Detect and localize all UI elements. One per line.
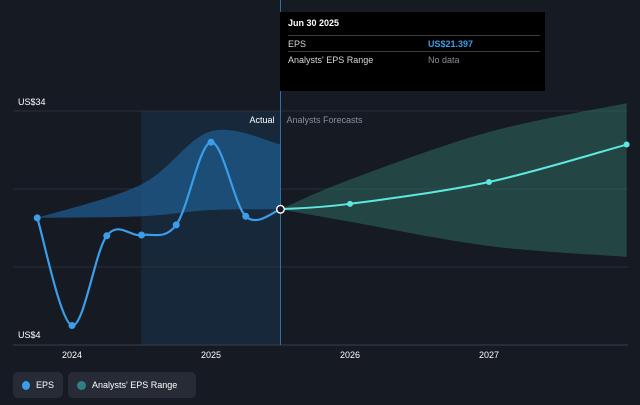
forecast-line (280, 143, 627, 211)
tooltip-eps-label: EPS (288, 39, 307, 49)
range-legend-dot-icon (77, 380, 86, 390)
x-tick-label: 2025 (201, 350, 221, 360)
forecast-range-band (280, 103, 627, 257)
y-tick-label-bottom: US$4 (18, 330, 41, 340)
tooltip-row-eps: EPS US$21.397 (288, 35, 540, 51)
eps-point (172, 221, 180, 229)
forecast-point (623, 141, 630, 148)
y-tick-label-top: US$34 (18, 97, 46, 107)
eps-point (103, 232, 111, 240)
legend-range-label: Analysts' EPS Range (92, 380, 178, 390)
legend-eps-label: EPS (35, 380, 54, 390)
actual-section-label: Actual (249, 115, 274, 125)
forecast-section-label: Analysts Forecasts (287, 115, 364, 125)
tooltip-range-label: Analysts' EPS Range (288, 55, 374, 65)
eps-point (33, 214, 41, 222)
x-tick-label: 2026 (340, 350, 360, 360)
legend-item-range[interactable]: Analysts' EPS Range (68, 372, 196, 398)
tooltip: Jun 30 2025 EPS US$21.397 Analysts' EPS … (280, 12, 545, 91)
tooltip-row-range: Analysts' EPS Range No data (288, 51, 540, 67)
eps-point-latest (276, 204, 286, 214)
legend-item-eps[interactable]: EPS (13, 372, 63, 398)
eps-point (207, 138, 215, 146)
eps-point (242, 212, 250, 220)
tooltip-eps-value: US$21.397 (428, 39, 474, 49)
eps-point (138, 231, 145, 239)
tooltip-date: Jun 30 2025 (288, 18, 340, 28)
x-tick-label: 2024 (62, 350, 82, 360)
x-tick-label: 2027 (479, 350, 499, 360)
eps-point (68, 322, 76, 329)
forecast-point (347, 200, 353, 207)
eps-legend-dot-icon (22, 380, 30, 390)
tooltip-range-value: No data (428, 55, 460, 65)
forecast-point (486, 178, 492, 185)
